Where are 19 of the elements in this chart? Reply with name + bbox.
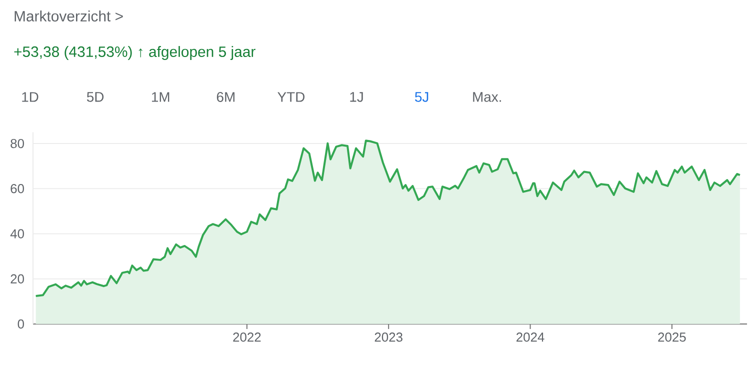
text: 1J (350, 92, 363, 102)
y-tick-label: 20 (10, 274, 24, 284)
text: 5D (86, 92, 104, 102)
text: YTD (278, 92, 304, 102)
y-tick-label: 40 (10, 229, 24, 238)
y-tick-label: 80 (10, 138, 24, 148)
x-tick-label: 2024 (516, 332, 544, 342)
x-tick-label: 2022 (233, 332, 261, 342)
chart-title: Marktoverzicht > (14, 10, 123, 22)
x-tick-label: 2025 (658, 332, 686, 342)
text: 1D (22, 92, 38, 102)
text: Max. (473, 92, 501, 102)
text: 6M (216, 92, 234, 102)
text: 1M (152, 92, 170, 102)
x-tick-label: 2023 (374, 332, 402, 342)
text: 5J (415, 92, 428, 102)
y-tick-label: 60 (10, 184, 24, 194)
chart-subtitle: +53,38 (431,53%) ↑ afgelopen 5 jaar (14, 46, 256, 60)
y-tick-label: 0 (18, 319, 24, 329)
